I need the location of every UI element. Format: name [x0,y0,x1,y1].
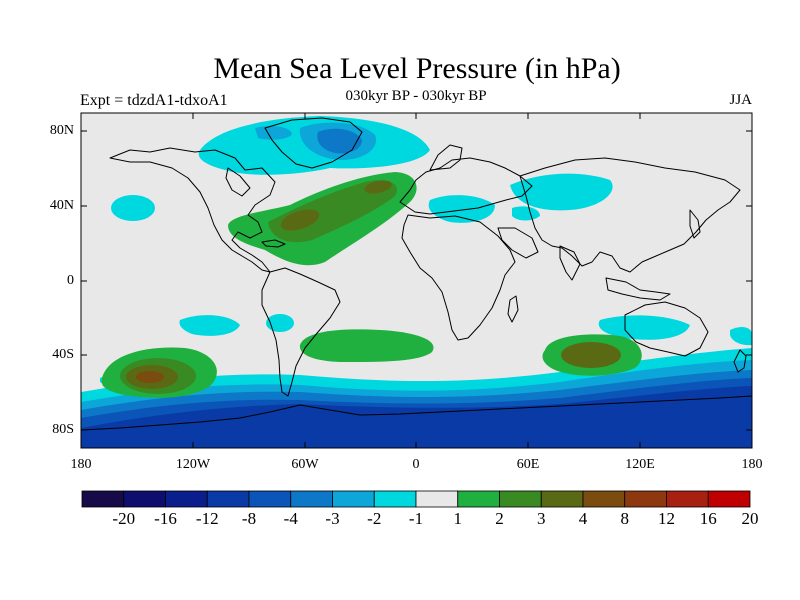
colorbar-label-5: -3 [325,509,340,528]
map-area [81,113,752,448]
coast-new-zealand [733,349,747,373]
lat-label-40s: 40S [52,347,74,362]
colorbar-swatch-0 [81,490,125,508]
arctic-low [198,116,430,175]
colorbar-swatch-5 [290,490,333,508]
coastlines [81,117,752,431]
colorbar-label-0: -20 [112,509,136,528]
colorbar-swatch-14 [666,490,709,508]
lon-label-120e: 120E [625,457,655,472]
coast-arabia [497,227,539,259]
colorbar [81,490,751,508]
south-atlantic-high [299,329,434,362]
period-label: 030kyr BP - 030kyr BP [345,88,487,104]
coast-indonesia [605,277,671,301]
experiment-label: Expt = tdzdA1-tdxoA1 [80,92,228,109]
colorbar-label-7: -1 [408,509,424,528]
lon-label-60e: 60E [516,457,540,472]
colorbar-swatch-4 [248,490,292,508]
coast-greenland [264,117,363,169]
colorbar-label-3: -8 [241,509,257,528]
colorbar-label-1: -16 [154,509,177,528]
coast-asia [519,157,741,273]
coast-caribbean [261,239,286,248]
lon-label-180w: 180 [70,457,92,472]
coast-africa [401,214,516,341]
colorbar-label-13: 12 [658,509,675,528]
coast-antarctica [81,395,752,431]
colorbar-label-4: -4 [283,509,298,528]
plot-title: Mean Sea Level Pressure (in hPa) [213,52,621,85]
colorbar-swatch-12 [582,490,626,508]
south-pacific-high [101,347,217,398]
colorbar-swatch-2 [165,490,208,508]
colorbar-swatch-3 [206,490,250,508]
indian-ocean-high [542,334,642,376]
coast-scandinavia [429,144,463,171]
lon-label-180e: 180 [741,457,763,472]
coast-australia [624,301,709,357]
lon-label-120w: 120W [175,457,211,472]
colorbar-label-15: 20 [741,509,759,528]
north-atlantic-high [228,172,417,266]
colorbar-swatch-8 [415,490,459,508]
colorbar-swatch-11 [540,490,584,508]
colorbar-swatch-6 [332,490,375,508]
colorbar-swatch-1 [123,490,166,508]
southern-ocean-low [81,348,752,448]
colorbar-label-6: -2 [367,509,382,528]
season-label: JJA [729,92,752,108]
colorbar-label-14: 16 [699,509,717,528]
coast-madagascar [507,295,519,323]
colorbar-label-9: 2 [495,509,504,528]
coast-hudson-bay [225,167,251,197]
axis-ticks [80,113,753,448]
lat-label-80n: 80N [49,123,74,138]
coast-north-america [109,147,276,273]
coast-south-america [261,267,341,397]
lon-label-0: 0 [412,457,420,472]
colorbar-swatch-9 [457,490,500,508]
colorbar-swatch-10 [499,490,542,508]
colorbar-label-11: 4 [578,509,588,528]
coast-europe [399,157,533,215]
colorbar-swatch-7 [373,490,417,508]
colorbar-swatch-13 [624,490,667,508]
colorbar-label-12: 8 [620,509,630,528]
lat-label-80s: 80S [52,422,74,437]
coast-japan [689,209,701,239]
lat-label-0: 0 [67,273,74,288]
lat-label-40n: 40N [49,198,74,213]
minor-lows [100,173,752,385]
colorbar-label-2: -12 [195,509,219,528]
colorbar-label-10: 3 [537,509,546,528]
colorbar-label-8: 1 [453,509,463,528]
colorbar-swatch-15 [707,490,751,508]
lon-label-60w: 60W [291,457,319,472]
coast-india [559,245,581,281]
